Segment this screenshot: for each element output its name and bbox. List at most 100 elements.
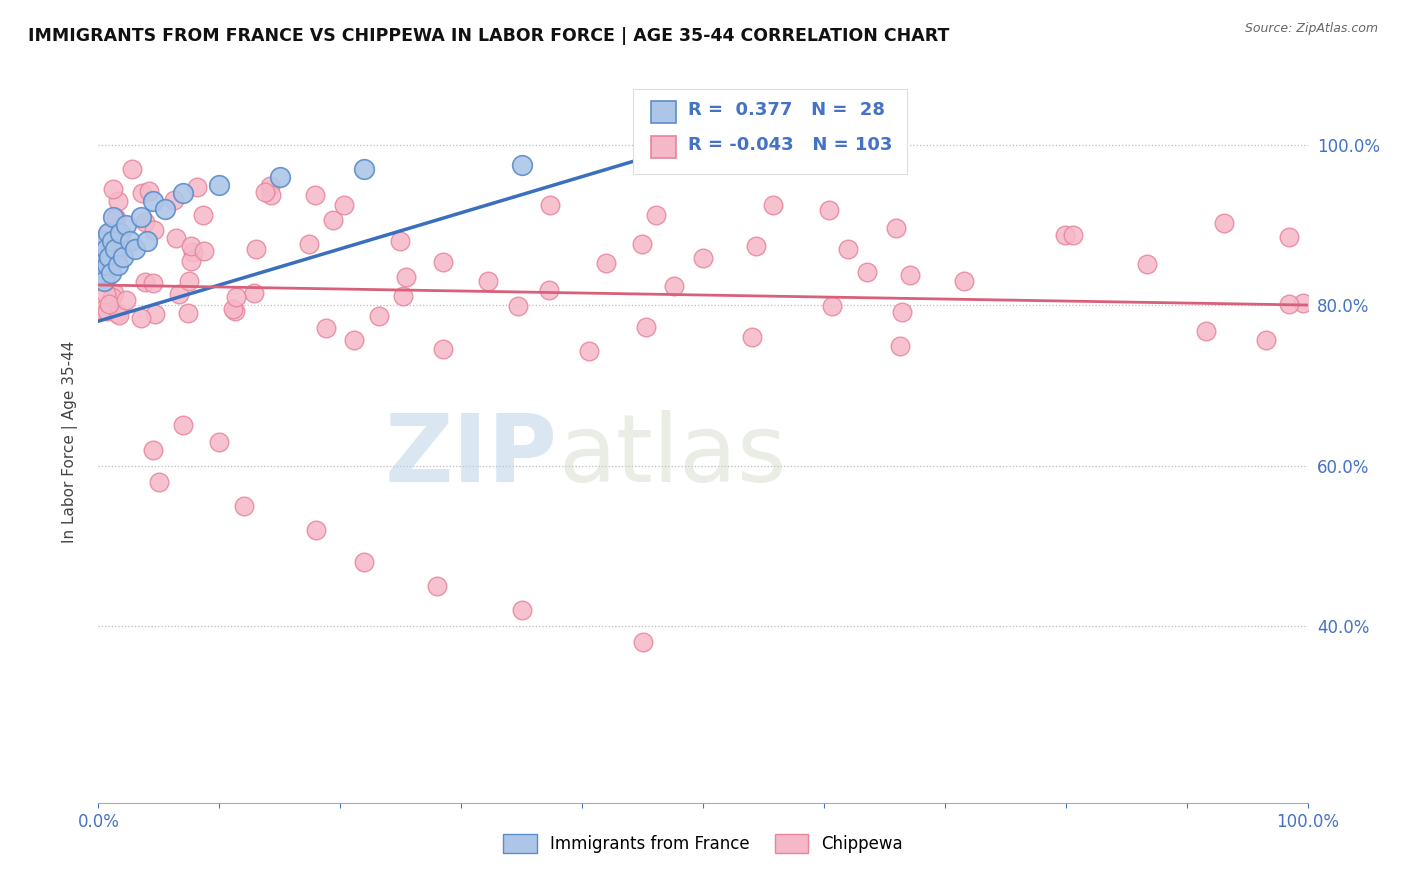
Point bbox=[578, 343, 600, 358]
Point bbox=[101, 182, 124, 196]
Point bbox=[129, 210, 152, 224]
Point bbox=[131, 186, 153, 200]
Point bbox=[884, 221, 907, 235]
Point bbox=[304, 188, 326, 202]
Point bbox=[245, 242, 267, 256]
Point bbox=[508, 299, 530, 313]
Point bbox=[762, 198, 785, 212]
Point bbox=[96, 304, 118, 318]
Point bbox=[96, 270, 118, 285]
Point bbox=[315, 321, 337, 335]
Point bbox=[631, 635, 654, 649]
Point bbox=[143, 308, 166, 322]
Point bbox=[101, 244, 124, 259]
Text: Source: ZipAtlas.com: Source: ZipAtlas.com bbox=[1244, 22, 1378, 36]
Point bbox=[111, 250, 134, 264]
Point bbox=[668, 153, 690, 168]
Point bbox=[121, 161, 143, 176]
Point bbox=[172, 186, 194, 200]
Point bbox=[1292, 296, 1315, 310]
Point bbox=[343, 334, 366, 348]
Text: IMMIGRANTS FROM FRANCE VS CHIPPEWA IN LABOR FORCE | AGE 35-44 CORRELATION CHART: IMMIGRANTS FROM FRANCE VS CHIPPEWA IN LA… bbox=[28, 27, 949, 45]
Point bbox=[94, 287, 117, 301]
Text: atlas: atlas bbox=[558, 410, 786, 502]
Point bbox=[426, 579, 449, 593]
Point bbox=[153, 202, 176, 216]
Point bbox=[107, 258, 129, 272]
Point bbox=[856, 265, 879, 279]
Point bbox=[180, 253, 202, 268]
Point bbox=[101, 210, 124, 224]
Point bbox=[477, 274, 499, 288]
Point bbox=[100, 234, 122, 248]
Point bbox=[353, 555, 375, 569]
Point bbox=[1278, 297, 1301, 311]
Point bbox=[142, 194, 165, 208]
Point bbox=[91, 234, 114, 248]
Point bbox=[115, 293, 138, 307]
Point bbox=[176, 306, 198, 320]
Point bbox=[891, 305, 914, 319]
Y-axis label: In Labor Force | Age 35-44: In Labor Force | Age 35-44 bbox=[62, 341, 77, 542]
Point bbox=[1054, 227, 1077, 242]
Point bbox=[148, 475, 170, 489]
Point bbox=[305, 523, 328, 537]
Point bbox=[538, 198, 561, 212]
Point bbox=[134, 275, 156, 289]
Point bbox=[98, 297, 121, 311]
Point bbox=[115, 218, 138, 232]
Legend: Immigrants from France, Chippewa: Immigrants from France, Chippewa bbox=[496, 827, 910, 860]
Point bbox=[104, 211, 127, 225]
Point bbox=[745, 239, 768, 253]
Point bbox=[1212, 216, 1234, 230]
Point bbox=[142, 277, 165, 291]
Text: R =  0.377   N =  28: R = 0.377 N = 28 bbox=[688, 101, 884, 119]
Point bbox=[94, 242, 117, 256]
Point bbox=[91, 250, 114, 264]
Point bbox=[100, 266, 122, 280]
Point bbox=[1278, 230, 1301, 244]
Point bbox=[353, 161, 375, 176]
Point bbox=[180, 239, 202, 253]
Point bbox=[269, 169, 291, 184]
Point bbox=[208, 434, 231, 449]
Point bbox=[90, 257, 112, 271]
Point bbox=[98, 250, 121, 264]
Point bbox=[952, 274, 974, 288]
Point bbox=[172, 418, 194, 433]
Point bbox=[392, 288, 415, 302]
Point bbox=[135, 234, 157, 248]
Point bbox=[225, 290, 247, 304]
Point bbox=[183, 244, 205, 259]
Point bbox=[259, 179, 281, 194]
Text: ZIP: ZIP bbox=[385, 410, 558, 502]
Point bbox=[898, 268, 921, 282]
Point bbox=[103, 285, 125, 300]
Point bbox=[260, 187, 283, 202]
Point bbox=[1062, 228, 1084, 243]
Point bbox=[692, 251, 714, 265]
Point bbox=[741, 330, 763, 344]
Point bbox=[332, 197, 354, 211]
Point bbox=[97, 226, 120, 240]
Point bbox=[193, 244, 215, 258]
Point bbox=[889, 339, 911, 353]
Point bbox=[222, 302, 245, 317]
Point bbox=[191, 208, 214, 222]
Point bbox=[232, 499, 254, 513]
Point bbox=[1136, 257, 1159, 271]
Point bbox=[1256, 333, 1278, 347]
Point bbox=[108, 309, 131, 323]
Point bbox=[389, 234, 412, 248]
Point bbox=[186, 180, 208, 194]
Point bbox=[105, 252, 128, 267]
Point bbox=[537, 283, 560, 297]
Point bbox=[143, 222, 166, 236]
Point bbox=[163, 193, 186, 207]
Point bbox=[165, 231, 187, 245]
Point bbox=[631, 236, 654, 251]
Point bbox=[662, 278, 685, 293]
Point bbox=[124, 242, 146, 256]
Point bbox=[104, 242, 127, 256]
Point bbox=[91, 267, 114, 281]
